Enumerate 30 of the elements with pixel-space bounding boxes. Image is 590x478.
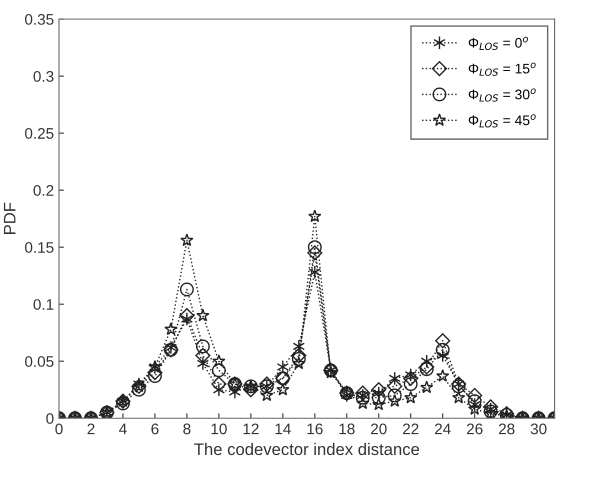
- x-tick-label: 30: [530, 424, 547, 434]
- x-tick-label: 20: [371, 424, 387, 434]
- x-tick-label: 16: [307, 424, 323, 434]
- legend-label: Φ$_{LOS}$ = 45$^{o}$: [468, 114, 536, 128]
- legend-label: Φ$_{LOS}$ = 0$^{o}$: [468, 36, 528, 50]
- x-tick-label: 28: [498, 424, 514, 434]
- legend-label: Φ$_{LOS}$ = 30$^{o}$: [468, 88, 536, 102]
- x-tick-label: 10: [212, 424, 227, 434]
- legend-label: Φ$_{LOS}$ = 15$^{o}$: [468, 62, 536, 76]
- y-tick-label: 0.3: [34, 71, 54, 82]
- x-axis-title: The codevector index distance: [194, 442, 420, 456]
- x-tick-label: 2: [87, 424, 94, 434]
- y-tick-label: 0: [46, 413, 54, 424]
- x-tick-label: 12: [244, 424, 259, 434]
- x-tick-label: 6: [151, 424, 158, 434]
- x-tick-label: 26: [466, 424, 482, 434]
- y-tick-label: 0.2: [34, 185, 54, 196]
- y-tick-label: 0.35: [25, 14, 54, 25]
- x-tick-label: 0: [55, 424, 63, 434]
- x-tick-label: 24: [434, 424, 451, 434]
- x-tick-label: 22: [402, 424, 418, 434]
- y-tick-label: 0.25: [25, 128, 54, 139]
- y-tick-label: 0.15: [25, 242, 54, 253]
- x-tick-label: 18: [339, 424, 355, 434]
- x-tick-label: 14: [275, 424, 291, 434]
- y-tick-label: 0.1: [34, 299, 54, 310]
- x-tick-label: 8: [183, 424, 190, 434]
- x-tick-label: 4: [119, 424, 127, 434]
- y-tick-label: 0.05: [25, 356, 54, 367]
- y-axis-title: PDF: [4, 202, 16, 234]
